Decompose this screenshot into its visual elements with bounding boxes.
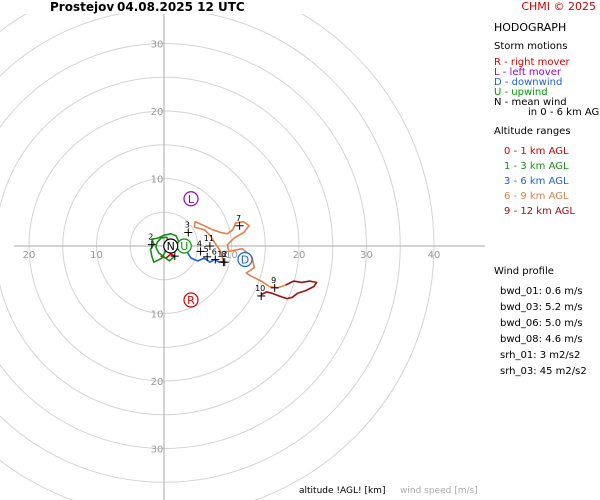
altitude-ranges-title: Altitude ranges	[494, 126, 571, 137]
x-tick-label: 20	[23, 250, 36, 261]
storm-motion-D: D	[237, 251, 253, 268]
altitude-range-entry: 3 - 6 km AGL	[504, 176, 569, 187]
trace-segment-1-3km	[149, 233, 180, 264]
storm-motion-label: R	[187, 294, 195, 307]
height-marker: 2	[147, 233, 156, 249]
x-tick-label: 20	[293, 250, 306, 261]
wind-profile-entry: srh_03: 45 m2/s2	[500, 366, 587, 377]
storm-motion-entry: N - mean wind	[494, 97, 567, 108]
height-marker-label: 7	[236, 214, 241, 223]
storm-motion-N: N	[163, 238, 179, 254]
wind-speed-unit-label: wind speed [m/s]	[400, 486, 478, 496]
height-marker: 4	[196, 239, 205, 256]
storm-motion-markers: L R D UN	[163, 191, 253, 308]
storm-motion-label: L	[188, 193, 195, 206]
legend-title: HODOGRAPH	[494, 21, 567, 34]
height-marker-label: 10	[255, 284, 265, 293]
x-tick-label: 10	[90, 250, 103, 261]
height-marker: 7	[235, 214, 244, 230]
x-tick-label: 30	[360, 250, 373, 261]
height-marker-label: 2	[148, 233, 153, 242]
height-marker-label: 11	[204, 234, 214, 243]
storm-motion-entry: L - left mover	[494, 67, 561, 78]
storm-motion-label: N	[167, 240, 175, 253]
storm-motion-entry: U - upwind	[494, 87, 548, 98]
storm-motion-circle	[183, 191, 199, 207]
altitude-range-entry: 6 - 9 km AGL	[504, 191, 569, 202]
height-marker-label: 5	[204, 245, 209, 254]
altitude-range-entry: 9 - 12 km AGL	[504, 206, 575, 217]
wind-profile-entry: bwd_03: 5.2 m/s	[500, 302, 583, 313]
x-tick-label: 10	[225, 250, 238, 261]
height-marker: 9	[270, 276, 279, 292]
storm-motion-U: U	[176, 238, 192, 254]
storm-motion-circle	[183, 292, 199, 308]
storm-motion-circle	[163, 238, 179, 254]
y-tick-label: 10	[151, 310, 164, 321]
x-tick-label: 40	[428, 250, 441, 261]
station-name: Prostejov	[50, 0, 115, 14]
y-tick-label: 20	[151, 107, 164, 118]
wind-profile-entry: bwd_08: 4.6 m/s	[500, 334, 583, 345]
height-marker-label: 12	[217, 250, 227, 259]
height-marker: 12	[217, 250, 227, 267]
storm-motion-entry: D - downwind	[494, 77, 563, 88]
height-marker-label: 9	[271, 276, 276, 285]
altitude-range-entry: 0 - 1 km AGL	[504, 146, 569, 157]
wind-profile-entry: bwd_01: 0.6 m/s	[500, 286, 583, 297]
storm-motion-L: L	[183, 191, 199, 207]
storm-motions-title: Storm motions	[494, 41, 568, 52]
trace-segment-9-12km	[260, 280, 318, 300]
height-marker: 3	[184, 221, 193, 237]
y-tick-label: 30	[151, 40, 164, 51]
height-marker: 11	[204, 234, 214, 250]
storm-motion-entry: R - right mover	[494, 57, 570, 68]
y-tick-label: 20	[151, 377, 164, 388]
height-marker: 6	[211, 248, 220, 264]
wind-profile-entry: srh_01: 3 m2/s2	[500, 350, 581, 361]
height-marker-label: 8	[221, 250, 226, 259]
altitude-unit-label: altitude !AGL! [km]	[299, 486, 386, 496]
credit-link[interactable]: CHMI © 2025	[521, 0, 596, 13]
storm-motion-label: D	[241, 254, 249, 267]
altitude-range-entry: 1 - 3 km AGL	[504, 161, 569, 172]
y-tick-label: 30	[151, 445, 164, 456]
storm-motion-label: U	[180, 240, 188, 253]
wind-profile-entry: bwd_06: 5.0 m/s	[500, 318, 583, 329]
height-marker: 10	[255, 284, 265, 300]
storm-motion-R: R	[183, 292, 199, 308]
forecast-datetime: 04.08.2025 12 UTC	[117, 0, 245, 14]
trace-segment-6-9km	[193, 220, 286, 289]
storm-motion-circle	[237, 251, 253, 268]
axis-tick-labels: 20 10 10 20 30 40 30 20 10 10 20 30	[23, 40, 441, 456]
height-marker-label: 6	[212, 248, 217, 257]
height-marker-label: 4	[197, 239, 202, 248]
y-tick-label: 10	[151, 175, 164, 186]
wind-profile-title: Wind profile	[494, 266, 554, 277]
height-marker-label: 3	[185, 221, 190, 230]
height-marker: 5	[203, 245, 212, 261]
storm-motion-entry: in 0 - 6 km AGL	[528, 107, 600, 118]
